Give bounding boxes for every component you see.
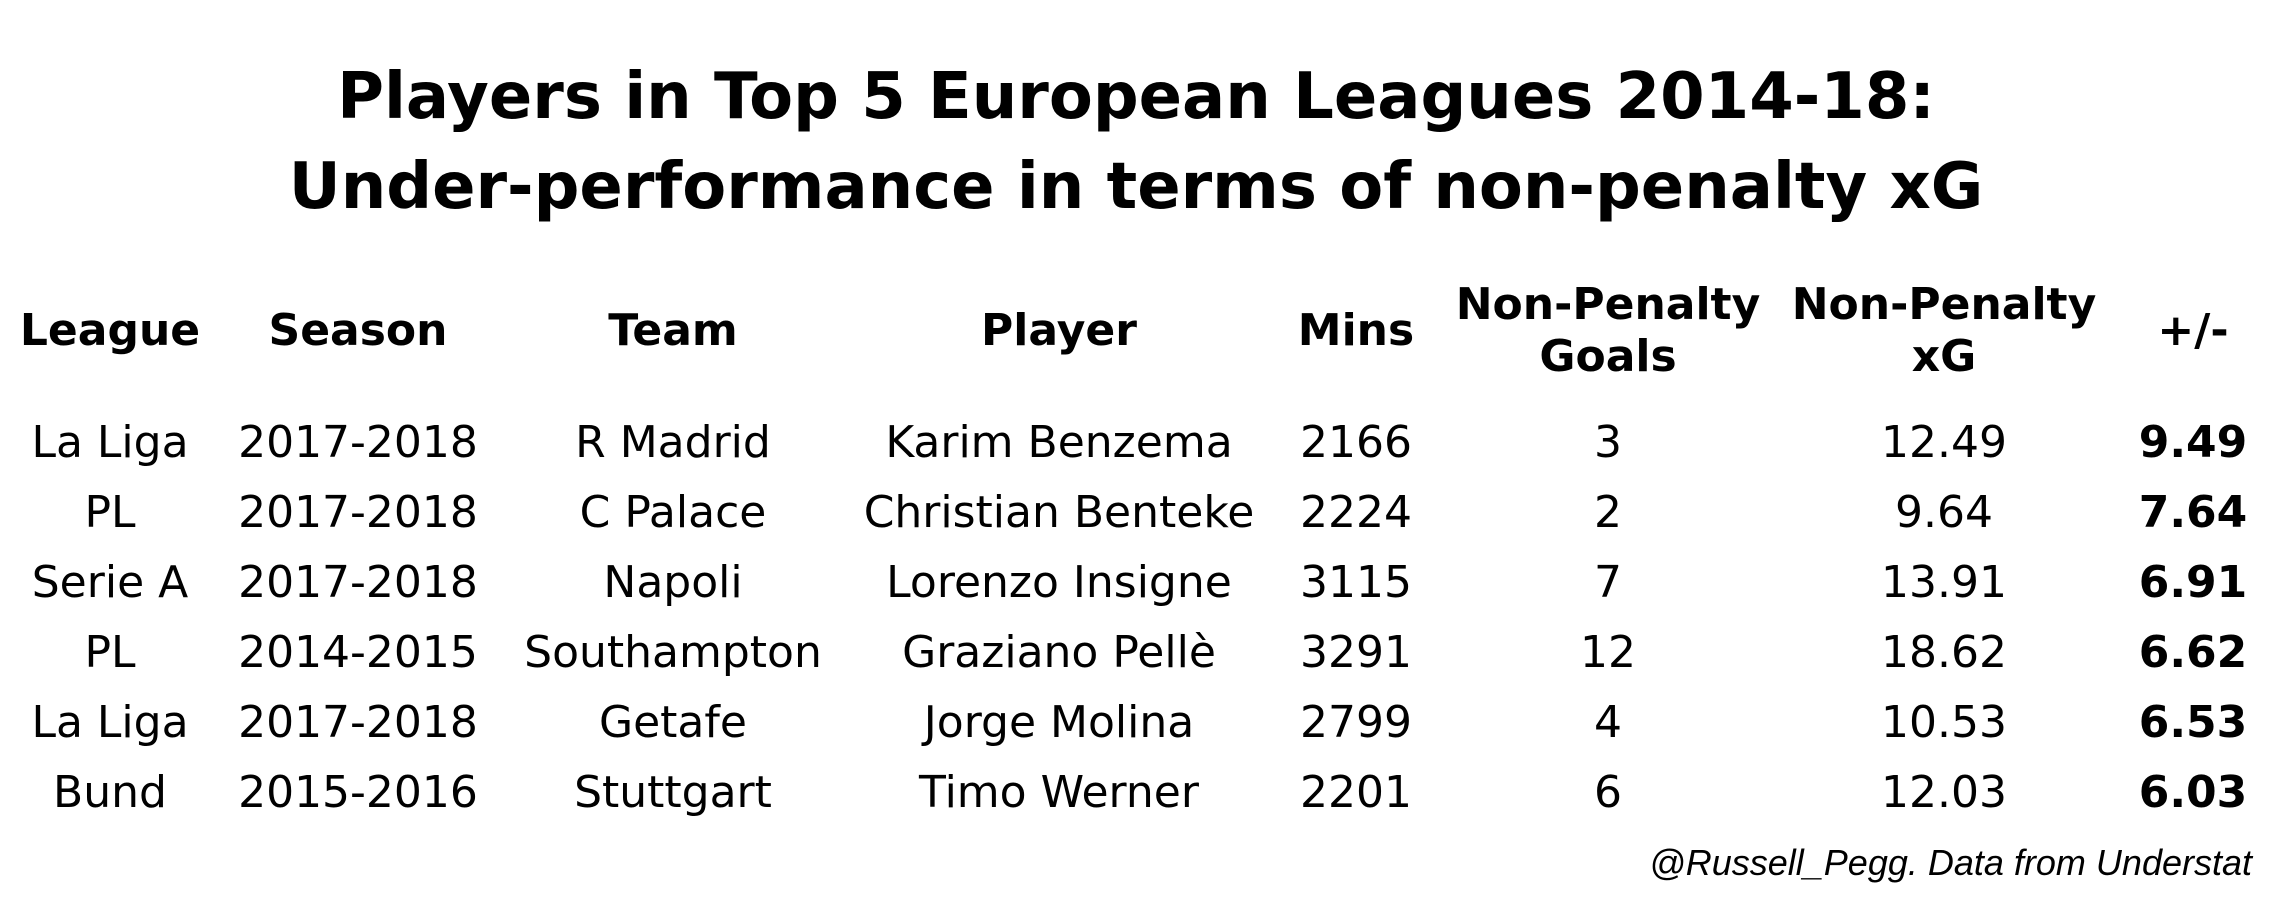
cell-non-penalty-xg: 10.53 <box>1881 697 2007 748</box>
cell-player: Graziano Pellè <box>902 627 1216 678</box>
cell-non-penalty-goals: 12 <box>1580 627 1636 678</box>
cell-plus-minus: 7.64 <box>2138 487 2248 538</box>
cell-team: R Madrid <box>575 417 771 468</box>
cell-player: Lorenzo Insigne <box>886 557 1232 608</box>
column-header-team: Team <box>608 305 738 356</box>
cell-league: La Liga <box>31 417 189 468</box>
cell-non-penalty-xg: 9.64 <box>1895 487 1993 538</box>
column-header-mins: Mins <box>1297 305 1415 356</box>
cell-non-penalty-xg: 12.03 <box>1881 767 2007 818</box>
cell-non-penalty-goals: 7 <box>1594 557 1622 608</box>
cell-mins: 3115 <box>1300 557 1412 608</box>
cell-season: 2017-2018 <box>238 487 478 538</box>
cell-mins: 2201 <box>1300 767 1412 818</box>
cell-non-penalty-xg: 13.91 <box>1881 557 2007 608</box>
cell-non-penalty-goals: 2 <box>1594 487 1622 538</box>
cell-plus-minus: 6.91 <box>2138 557 2248 608</box>
chart-title: Players in Top 5 European Leagues 2014-1… <box>0 52 2272 232</box>
cell-mins: 2799 <box>1300 697 1412 748</box>
cell-plus-minus: 6.62 <box>2138 627 2248 678</box>
cell-season: 2017-2018 <box>238 557 478 608</box>
cell-season: 2014-2015 <box>238 627 478 678</box>
cell-league: PL <box>84 487 136 538</box>
title-line-2: Under-performance in terms of non-penalt… <box>288 150 1984 224</box>
column-header-league: League <box>19 305 201 356</box>
cell-player: Timo Werner <box>919 767 1199 818</box>
cell-season: 2017-2018 <box>238 697 478 748</box>
cell-non-penalty-xg: 12.49 <box>1881 417 2007 468</box>
cell-team: C Palace <box>579 487 767 538</box>
cell-mins: 2166 <box>1300 417 1412 468</box>
cell-mins: 2224 <box>1300 487 1412 538</box>
cell-team: Getafe <box>599 697 747 748</box>
cell-league: PL <box>84 627 136 678</box>
column-header-player: Player <box>981 305 1137 356</box>
cell-team: Stuttgart <box>574 767 772 818</box>
column-header-non-penalty-goals-line-2: Goals <box>1539 331 1677 382</box>
source-credit: @Russell_Pegg. Data from Understat <box>1649 842 2252 883</box>
cell-plus-minus: 6.53 <box>2138 697 2248 748</box>
cell-non-penalty-goals: 4 <box>1594 697 1622 748</box>
cell-player: Jorge Molina <box>923 697 1195 748</box>
column-header-season: Season <box>268 305 448 356</box>
cell-league: Serie A <box>31 557 189 608</box>
column-header-non-penalty-goals-line-1: Non-Penalty <box>1455 279 1761 330</box>
column-header-non-penalty-xg-line-1: Non-Penalty <box>1791 279 2097 330</box>
column-header-plus-minus: +/- <box>2157 305 2229 356</box>
cell-season: 2017-2018 <box>238 417 478 468</box>
cell-plus-minus: 9.49 <box>2138 417 2248 468</box>
cell-team: Southampton <box>524 627 822 678</box>
cell-plus-minus: 6.03 <box>2138 767 2248 818</box>
cell-player: Karim Benzema <box>885 417 1233 468</box>
cell-league: Bund <box>53 767 167 818</box>
cell-season: 2015-2016 <box>238 767 478 818</box>
cell-team: Napoli <box>603 557 743 608</box>
cell-non-penalty-goals: 6 <box>1594 767 1622 818</box>
cell-non-penalty-xg: 18.62 <box>1881 627 2007 678</box>
cell-player: Christian Benteke <box>863 487 1255 538</box>
cell-non-penalty-goals: 3 <box>1594 417 1622 468</box>
cell-mins: 3291 <box>1300 627 1412 678</box>
column-header-non-penalty-xg-line-2: xG <box>1911 331 1977 382</box>
cell-league: La Liga <box>31 697 189 748</box>
title-line-1: Players in Top 5 European Leagues 2014-1… <box>337 60 1935 134</box>
